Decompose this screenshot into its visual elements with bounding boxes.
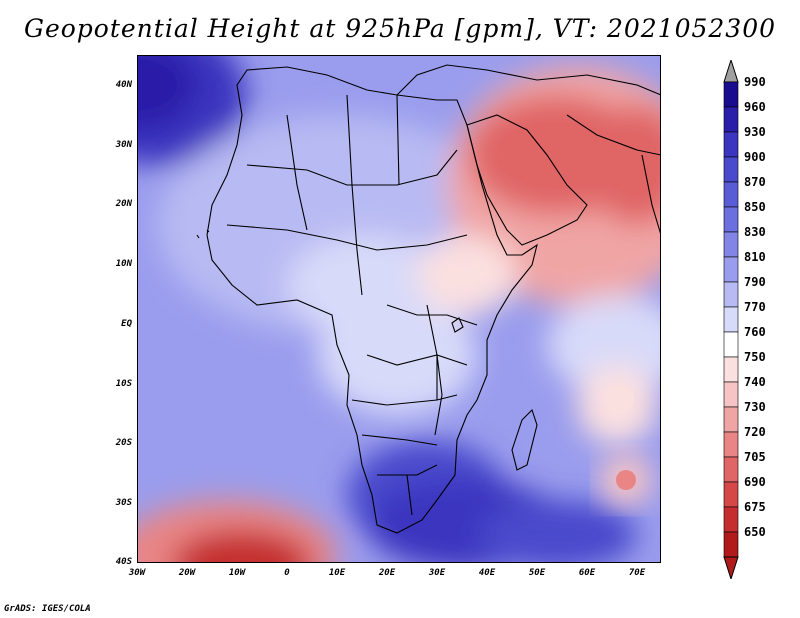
legend-swatch-690 xyxy=(723,481,739,508)
lon-label-60e: 60E xyxy=(578,568,596,578)
lon-label-0: 0 xyxy=(284,568,290,578)
legend-label-675: 675 xyxy=(744,500,766,514)
legend-swatch-760 xyxy=(723,331,739,358)
lon-label-10w: 10W xyxy=(228,568,246,578)
legend-label-650: 650 xyxy=(744,525,766,539)
lat-label-20s: 20S xyxy=(115,438,132,448)
lat-label-40s: 40S xyxy=(115,557,132,567)
legend-arrow-top xyxy=(723,60,739,83)
chart-title: Geopotential Height at 925hPa [gpm], VT:… xyxy=(23,14,777,43)
madagascar-coast xyxy=(511,408,538,471)
legend-label-960: 960 xyxy=(744,100,766,114)
legend-swatch-850 xyxy=(723,206,739,233)
legend-label-750: 750 xyxy=(744,350,766,364)
legend-swatch-870 xyxy=(723,181,739,208)
legend-swatch-770 xyxy=(723,306,739,333)
lon-label-20e: 20E xyxy=(378,568,396,578)
legend-label-770: 770 xyxy=(744,300,766,314)
lat-label-30n: 30N xyxy=(115,140,132,150)
legend-swatch-730 xyxy=(723,406,739,433)
legend-label-830: 830 xyxy=(744,225,766,239)
lon-label-20w: 20W xyxy=(178,568,196,578)
grads-credit: GrADS: IGES/COLA xyxy=(4,604,91,614)
lon-label-40e: 40E xyxy=(478,568,496,578)
legend-label-990: 990 xyxy=(744,75,766,89)
lon-label-70e: 70E xyxy=(628,568,646,578)
legend-label-740: 740 xyxy=(744,375,766,389)
legend-label-760: 760 xyxy=(744,325,766,339)
lat-label-20n: 20N xyxy=(115,199,132,209)
geopotential-map xyxy=(137,55,661,563)
legend-swatch-790 xyxy=(723,281,739,308)
legend-swatch-830 xyxy=(723,231,739,258)
legend-swatch-675 xyxy=(723,506,739,533)
coastlines xyxy=(196,64,661,534)
africa-coast xyxy=(206,66,538,534)
legend-swatch-930 xyxy=(723,131,739,158)
legend-swatch-705 xyxy=(723,456,739,483)
legend-swatch-960 xyxy=(723,106,739,133)
lat-label-40n: 40N xyxy=(115,80,132,90)
arabia-coast xyxy=(466,114,588,246)
legend-label-690: 690 xyxy=(744,475,766,489)
legend-swatch-990 xyxy=(723,81,739,108)
legend-swatch-750 xyxy=(723,356,739,383)
legend-swatch-900 xyxy=(723,156,739,183)
legend-label-810: 810 xyxy=(744,250,766,264)
legend-swatch-720 xyxy=(723,431,739,458)
lon-label-50e: 50E xyxy=(528,568,546,578)
legend-label-850: 850 xyxy=(744,200,766,214)
lat-label-30s: 30S xyxy=(115,498,132,508)
legend-swatch-740 xyxy=(723,381,739,408)
lat-label-10n: 10N xyxy=(115,259,132,269)
color-legend xyxy=(723,60,739,579)
lon-label-30w: 30W xyxy=(128,568,146,578)
lat-label-eq: EQ xyxy=(121,319,132,329)
lon-label-30e: 30E xyxy=(428,568,446,578)
legend-label-870: 870 xyxy=(744,175,766,189)
legend-label-790: 790 xyxy=(744,275,766,289)
legend-label-900: 900 xyxy=(744,150,766,164)
legend-label-705: 705 xyxy=(744,450,766,464)
map-frame xyxy=(137,55,661,563)
legend-label-730: 730 xyxy=(744,400,766,414)
legend-swatch-810 xyxy=(723,256,739,283)
legend-label-930: 930 xyxy=(744,125,766,139)
lat-label-10s: 10S xyxy=(115,379,132,389)
north-coast xyxy=(396,64,661,96)
legend-arrow-bottom xyxy=(723,556,739,579)
legend-label-720: 720 xyxy=(744,425,766,439)
lon-label-10e: 10E xyxy=(328,568,346,578)
legend-swatch-650 xyxy=(723,531,739,558)
